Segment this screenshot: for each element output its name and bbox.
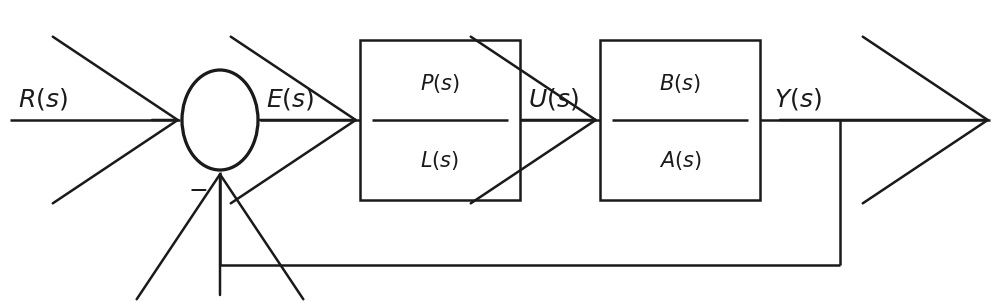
Text: $E(s)$: $E(s)$ [266,86,314,112]
Text: $U(s)$: $U(s)$ [528,86,579,112]
Text: $R(s)$: $R(s)$ [18,86,68,112]
Text: $+$: $+$ [186,84,205,107]
Text: $L(s)$: $L(s)$ [420,148,460,172]
Text: $Y(s)$: $Y(s)$ [774,86,822,112]
Bar [600,40,760,200]
Text: $-$: $-$ [188,178,207,201]
Bar [360,40,520,200]
Ellipse shape [182,70,258,170]
Text: $B(s)$: $B(s)$ [659,72,701,95]
Text: $P(s)$: $P(s)$ [420,72,460,95]
Text: $A(s)$: $A(s)$ [659,148,701,172]
